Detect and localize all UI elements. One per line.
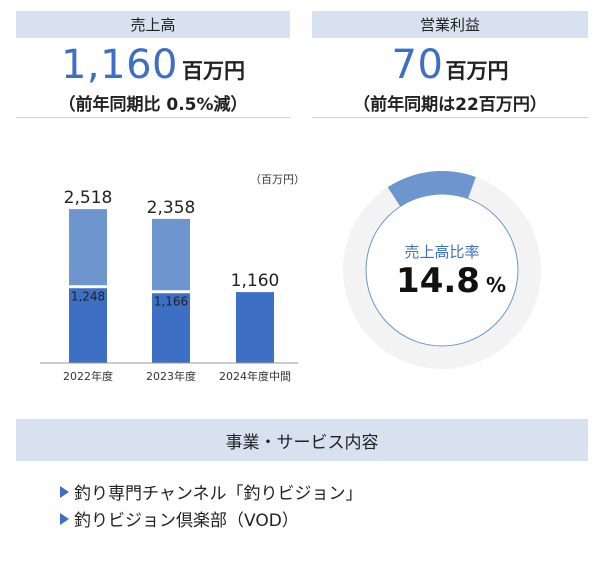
service-item-label: 釣りビジョン倶楽部（VOD） <box>74 511 299 531</box>
triangle-bullet-icon <box>60 512 69 525</box>
ratio-donut: 売上高比率 14.8% <box>342 170 542 370</box>
sales-divider <box>16 117 290 118</box>
sales-header-label: 売上高 <box>130 16 176 34</box>
services-header: 事業・サービス内容 <box>16 419 588 461</box>
category-tick-label: 2023年度 <box>146 369 196 383</box>
bar-segment-upper <box>152 218 190 292</box>
bar-segment-upper <box>69 209 107 287</box>
sales-unit: 百万円 <box>182 59 245 83</box>
services-header-label: 事業・サービス内容 <box>225 432 379 453</box>
sales-bar-chart: （百万円） 2,518 1,248 2022年度 2,358 1,166 2023年度 1,1… <box>40 173 305 383</box>
chart-unit-label: （百万円） <box>250 173 305 186</box>
profit-unit: 百万円 <box>445 59 509 83</box>
profit-header-label: 営業利益 <box>419 16 480 34</box>
bar-segment-divider <box>69 285 107 289</box>
profit-value-block: 70 百万円 <box>312 42 588 88</box>
category-tick-label: 2024年度中間 <box>219 369 291 383</box>
service-item-label: 釣り専門チャンネル「釣りビジョン」 <box>74 484 363 504</box>
profit-value: 70 <box>391 42 444 88</box>
bar-inner-label: 1,248 <box>71 290 105 304</box>
bar-segment-divider <box>152 290 190 294</box>
bar-total-label: 2,518 <box>64 188 113 208</box>
donut-inner-ring <box>365 193 519 347</box>
sales-note: （前年同期比 0.5%減） <box>58 95 248 115</box>
service-item: 釣りビジョン倶楽部（VOD） <box>60 505 363 532</box>
profit-note: （前年同期は22百万円） <box>353 95 547 115</box>
bar-total-label: 1,160 <box>231 271 280 291</box>
bar-segment-lower <box>152 291 190 363</box>
sales-value: 1,160 <box>60 42 178 88</box>
bar-segment-lower <box>69 286 107 363</box>
donut-slice-highlight <box>387 171 476 207</box>
sales-header: 売上高 <box>16 11 290 38</box>
bar-inner-label: 1,166 <box>154 295 188 309</box>
service-item: 釣り専門チャンネル「釣りビジョン」 <box>60 478 363 505</box>
category-tick-label: 2022年度 <box>63 369 113 383</box>
donut-value: 14.8 <box>396 261 480 301</box>
bar-segment-lower <box>236 292 274 363</box>
sales-value-block: 1,160 百万円 <box>16 42 290 88</box>
triangle-bullet-icon <box>60 485 69 498</box>
donut-unit: % <box>486 273 506 297</box>
profit-divider <box>312 117 588 118</box>
services-list: 釣り専門チャンネル「釣りビジョン」 釣りビジョン倶楽部（VOD） <box>60 478 363 532</box>
bar-total-label: 2,358 <box>147 198 196 218</box>
profit-header: 営業利益 <box>312 11 588 38</box>
donut-title: 売上高比率 <box>404 243 479 261</box>
